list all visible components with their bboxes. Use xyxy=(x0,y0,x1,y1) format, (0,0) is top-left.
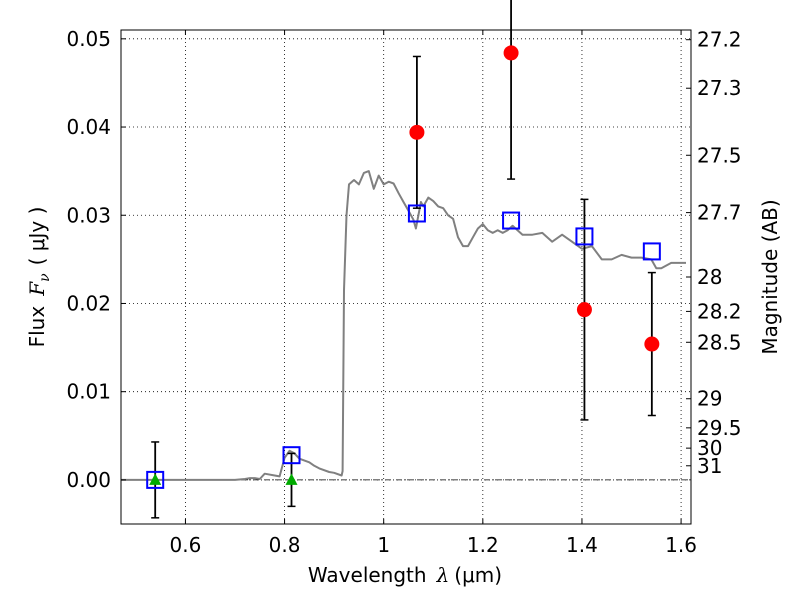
grid xyxy=(121,30,691,524)
marker-layer xyxy=(146,45,661,489)
y-axis-label: FluxFν( μJy ) xyxy=(25,207,53,348)
model-photometry-point xyxy=(407,204,426,223)
x-axis-label: Wavelength λ (μm) xyxy=(308,563,502,587)
flux-point xyxy=(409,124,425,140)
x-tick-label: 0.6 xyxy=(170,533,202,557)
y2-tick-label: 27.3 xyxy=(697,76,742,100)
model-photometry-point xyxy=(282,446,301,465)
error-bar-layer xyxy=(151,0,656,519)
y2-axis-label: Magnitude (AB) xyxy=(758,199,782,354)
y2-tick-label: 28.2 xyxy=(697,299,742,323)
y-tick-label: 0.01 xyxy=(66,380,111,404)
y-tick-label: 0.04 xyxy=(66,115,111,139)
x-tick-label: 1.2 xyxy=(467,533,499,557)
model-photometry-point xyxy=(502,211,521,230)
y2-tick-label: 31 xyxy=(697,454,722,478)
y2-tick-label: 30 xyxy=(697,436,722,460)
y-tick-labels: 0.00 0.01 0.02 0.03 0.04 0.05 xyxy=(66,27,111,492)
y2-tick-label: 27.7 xyxy=(697,201,742,225)
model-sed-layer xyxy=(121,170,686,481)
plot-frame xyxy=(120,29,692,525)
axis-ticks xyxy=(121,30,691,524)
x-tick-label: 1.6 xyxy=(665,533,697,557)
model-sed-line xyxy=(121,170,686,481)
model-photometry-point xyxy=(146,470,165,489)
non-detection-point xyxy=(149,473,162,485)
y2-tick-label: 29 xyxy=(697,387,722,411)
x-tick-label: 1 xyxy=(377,533,390,557)
y2-tick-label: 27.2 xyxy=(697,28,742,52)
flux-point xyxy=(503,45,519,61)
x-tick-label: 1.4 xyxy=(566,533,598,557)
y-tick-label: 0.05 xyxy=(66,27,111,51)
y-tick-label: 0.02 xyxy=(66,291,111,315)
x-tick-label: 0.8 xyxy=(269,533,301,557)
y-tick-label: 0.03 xyxy=(66,203,111,227)
y2-tick-label: 28.5 xyxy=(697,330,742,354)
y-tick-label: 0.00 xyxy=(66,468,111,492)
model-photometry-point xyxy=(642,242,661,261)
model-photometry-point xyxy=(575,227,594,246)
flux-point xyxy=(576,302,592,318)
y2-tick-label: 28 xyxy=(697,265,722,289)
x-tick-labels: 0.6 0.8 1 1.2 1.4 1.6 xyxy=(170,533,697,557)
y2-tick-label: 29.5 xyxy=(697,416,742,440)
y2-tick-label: 27.5 xyxy=(697,143,742,167)
flux-point xyxy=(644,336,660,352)
non-detection-point xyxy=(285,473,298,485)
